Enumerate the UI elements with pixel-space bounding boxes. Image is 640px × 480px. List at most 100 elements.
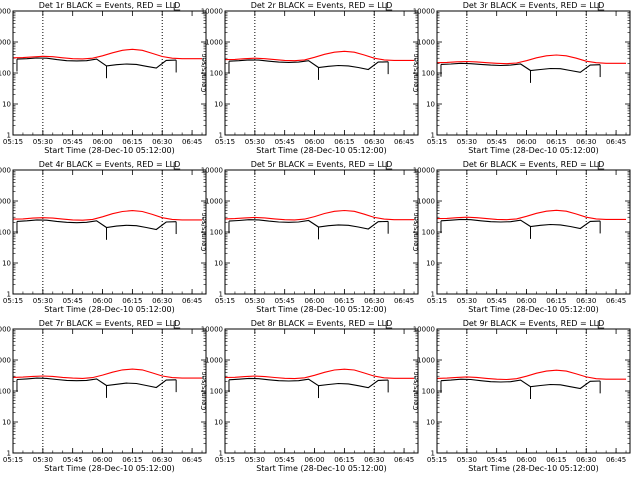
detector-panel-4: Det 4r BLACK = Events, RED = LLD 1 10 100 10…	[0, 160, 207, 314]
x-tick-label: 05:45	[63, 138, 83, 146]
panel-title: Det 9r BLACK = Events, RED = LLD	[463, 319, 605, 328]
detector-panel-3: Det 3r BLACK = Events, RED = LLD 1 10 100 10…	[412, 1, 631, 155]
x-tick-label: 06:45	[606, 297, 626, 305]
x-tick-label: 05:15	[427, 138, 447, 146]
x-tick-label: 06:30	[364, 456, 384, 464]
panel-title: Det 4r BLACK = Events, RED = LLD	[39, 160, 181, 169]
x-tick-label: 05:30	[457, 138, 477, 146]
x-tick-label: 05:45	[63, 456, 83, 464]
x-tick-label: 06:00	[92, 456, 112, 464]
y-axis-label: Counts/sec	[200, 213, 208, 252]
x-tick-label: 06:15	[546, 297, 566, 305]
x-tick-label: 06:30	[364, 297, 384, 305]
panel-title: Det 3r BLACK = Events, RED = LLD	[463, 1, 605, 10]
y-tick-label: 1	[431, 450, 435, 458]
x-tick-label: 06:00	[516, 138, 536, 146]
state-mark	[173, 3, 181, 11]
y-tick-label: 1000	[0, 39, 11, 47]
y-tick-label: 10	[214, 101, 223, 109]
x-tick-label: 06:15	[122, 297, 142, 305]
x-tick-label: 05:30	[457, 297, 477, 305]
x-tick-label: 06:00	[516, 456, 536, 464]
y-tick-label: 10	[2, 260, 11, 268]
series-lld-line	[436, 209, 626, 221]
y-axis-label: Counts/sec	[200, 54, 208, 93]
y-tick-label: 10000	[413, 167, 435, 175]
x-tick-label: 05:30	[33, 456, 53, 464]
series-events-line	[16, 57, 177, 69]
x-tick-label: 05:15	[215, 138, 235, 146]
y-tick-label: 1	[219, 291, 223, 299]
y-axis-label: Counts/sec	[200, 372, 208, 411]
series-events-line	[16, 219, 177, 231]
y-tick-label: 100	[210, 229, 223, 237]
x-axis-label: Start Time (28-Dec-10 05:12:00)	[468, 146, 599, 155]
y-tick-label: 10000	[0, 167, 11, 175]
x-tick-label: 06:00	[516, 297, 536, 305]
detector-panel-9: Det 9r BLACK = Events, RED = LLD 1 10 100 10…	[412, 319, 631, 473]
x-tick-label: 05:30	[33, 297, 53, 305]
y-tick-label: 10000	[0, 8, 11, 16]
plot-frame	[12, 328, 207, 454]
y-tick-label: 1000	[205, 357, 223, 365]
y-tick-label: 10000	[201, 326, 223, 334]
y-tick-label: 1	[219, 450, 223, 458]
y-tick-label: 10	[426, 101, 435, 109]
detector-panel-6: Det 6r BLACK = Events, RED = LLD 1 10 100 10…	[412, 160, 631, 314]
x-tick-label: 06:45	[394, 456, 414, 464]
series-lld-line	[12, 48, 202, 60]
series-lld-line	[436, 369, 626, 381]
y-tick-label: 1	[7, 291, 11, 299]
x-axis-label: Start Time (28-Dec-10 05:12:00)	[256, 464, 387, 473]
x-tick-label: 06:45	[182, 138, 202, 146]
detector-panel-2: Det 2r BLACK = Events, RED = LLD 1 10 100 10…	[200, 1, 419, 155]
y-axis-label: Counts/sec	[412, 213, 420, 252]
y-tick-label: 1000	[417, 198, 435, 206]
y-tick-label: 100	[422, 70, 435, 78]
x-tick-label: 06:15	[546, 456, 566, 464]
x-tick-label: 06:30	[364, 138, 384, 146]
series-events-line	[228, 219, 389, 230]
plot-frame	[436, 328, 631, 454]
x-tick-label: 06:30	[152, 297, 172, 305]
x-tick-label: 06:30	[152, 456, 172, 464]
y-tick-label: 1	[219, 132, 223, 140]
plot-frame	[12, 169, 207, 295]
plot-frame	[224, 10, 419, 136]
x-tick-label: 06:45	[182, 456, 202, 464]
x-tick-label: 05:30	[245, 297, 265, 305]
y-tick-label: 100	[422, 388, 435, 396]
plot-frame	[436, 10, 631, 136]
y-tick-label: 1000	[417, 357, 435, 365]
series-lld-line	[224, 50, 414, 62]
x-tick-label: 06:15	[122, 138, 142, 146]
x-tick-label: 05:45	[275, 456, 295, 464]
x-tick-label: 06:00	[304, 456, 324, 464]
y-tick-label: 10	[214, 260, 223, 268]
y-tick-label: 1000	[205, 198, 223, 206]
y-tick-label: 10000	[0, 326, 11, 334]
x-tick-label: 05:30	[33, 138, 53, 146]
series-events-line	[228, 59, 389, 71]
detector-panel-1: Det 1r BLACK = Events, RED = LLD 1 10 100 10…	[0, 1, 207, 155]
detector-panel-8: Det 8r BLACK = Events, RED = LLD 1 10 100 10…	[200, 319, 419, 473]
y-tick-label: 10000	[201, 167, 223, 175]
x-tick-label: 06:45	[394, 297, 414, 305]
panel-title: Det 2r BLACK = Events, RED = LLD	[251, 1, 393, 10]
x-tick-label: 06:00	[92, 297, 112, 305]
y-axis-label: Counts/sec	[412, 372, 420, 411]
x-tick-label: 05:15	[215, 456, 235, 464]
x-tick-label: 05:15	[3, 297, 23, 305]
y-tick-label: 1000	[205, 39, 223, 47]
y-tick-label: 1000	[0, 198, 11, 206]
panel-title: Det 6r BLACK = Events, RED = LLD	[463, 160, 605, 169]
x-tick-label: 06:45	[394, 138, 414, 146]
state-mark	[385, 3, 393, 11]
y-tick-label: 100	[0, 388, 11, 396]
state-mark	[385, 162, 393, 170]
y-axis-label: Counts/sec	[412, 54, 420, 93]
state-mark	[597, 321, 605, 329]
plot-frame	[12, 10, 207, 136]
panel-title: Det 5r BLACK = Events, RED = LLD	[251, 160, 393, 169]
y-tick-label: 10	[426, 260, 435, 268]
